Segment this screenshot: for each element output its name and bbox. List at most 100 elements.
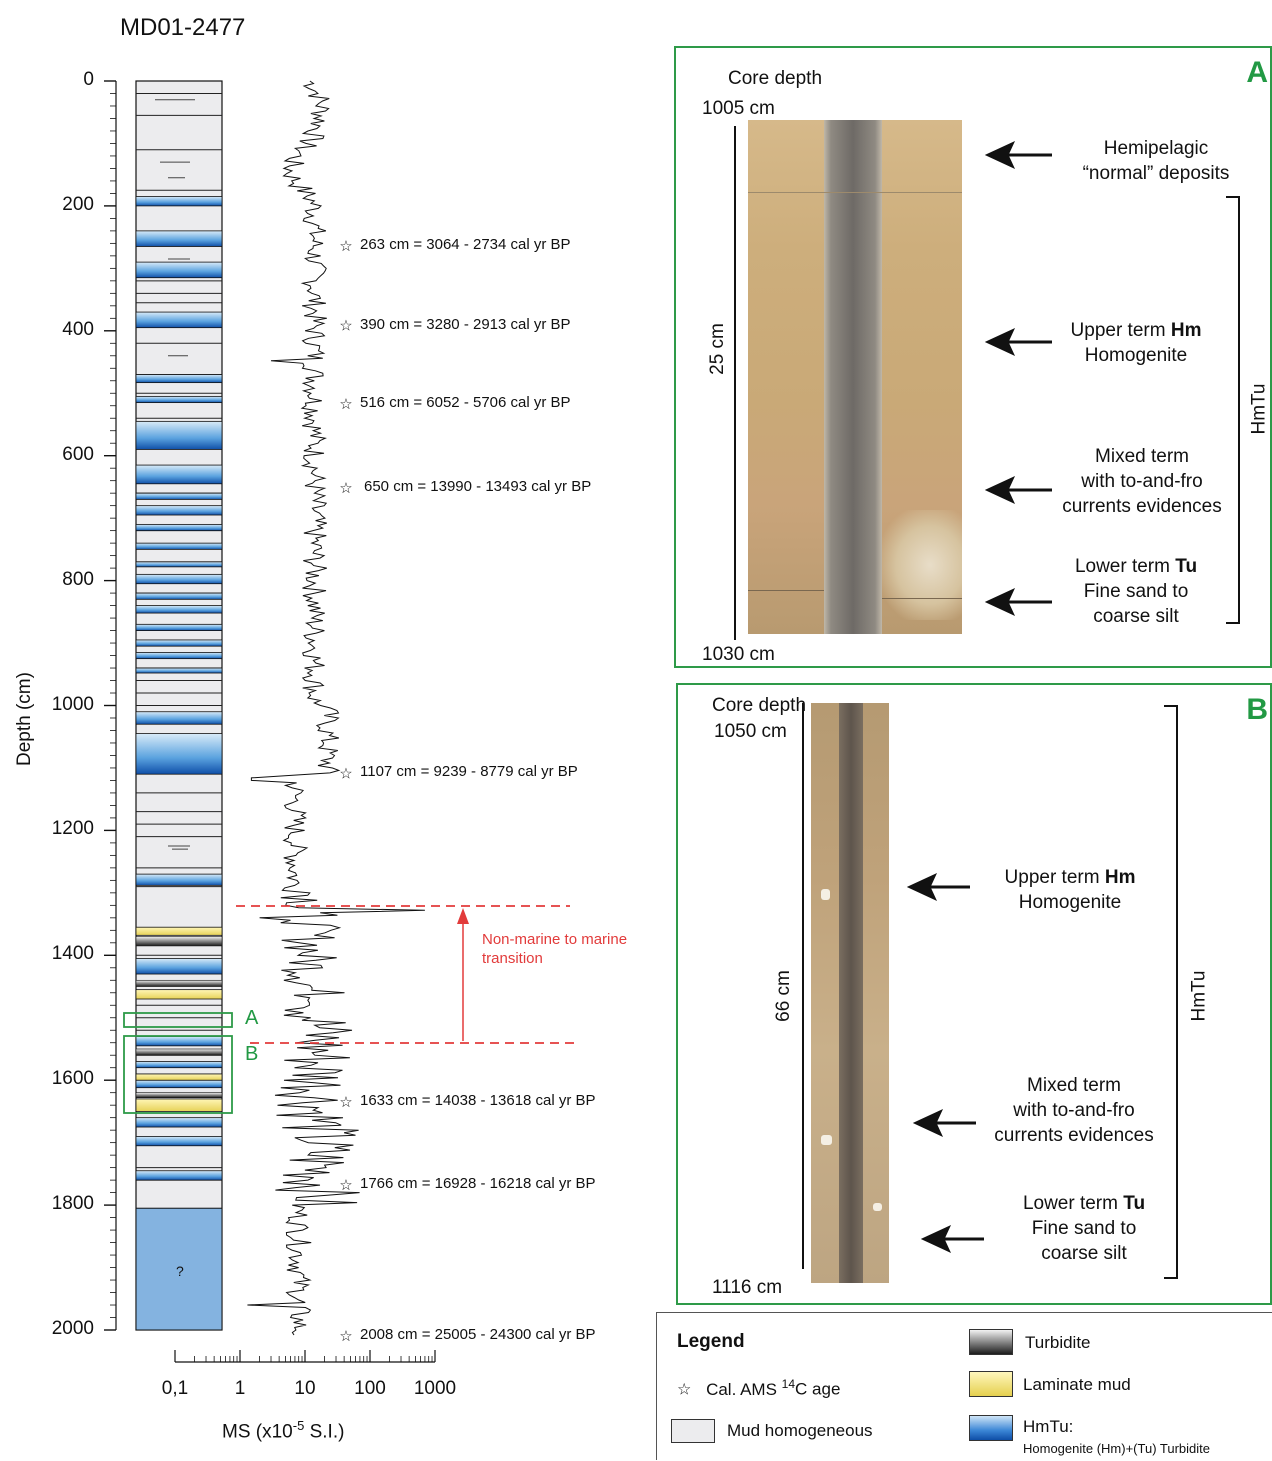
hmtu-bed	[135, 261, 223, 279]
hmtu-bed	[135, 1136, 223, 1147]
ms-tick-label: 100	[354, 1378, 386, 1399]
hmtu-bed	[135, 542, 223, 550]
panel-a-upper-term: Upper term Hm Homogenite	[1036, 318, 1236, 368]
core-title: MD01-2477	[120, 14, 246, 41]
legend: Legend ☆ Cal. AMS 14C age Mud homogeneou…	[656, 1312, 1272, 1460]
arrow-icon	[912, 1108, 944, 1138]
hmtu-bed	[135, 311, 223, 329]
depth-tick-label: 1600	[51, 1068, 94, 1090]
box-b-label: B	[245, 1043, 259, 1065]
age-label: 263 cm = 3064 - 2734 cal yr BP	[360, 236, 571, 254]
panel-a: A Core depth 1005 cm 1030 cm 25 cm Hemip…	[674, 46, 1272, 668]
panel-b-lower-term: Lower term Tu Fine sand to coarse silt	[984, 1191, 1184, 1266]
depth-tick-label: 600	[62, 443, 94, 465]
mixed-line3: currents evidences	[994, 1125, 1154, 1146]
laminate-bed	[135, 989, 223, 1000]
panel-a-side-label: HmTu	[1248, 383, 1270, 435]
hmtu-bed	[135, 420, 223, 450]
hmtu-bed	[135, 1170, 223, 1181]
hmtu-bed	[135, 573, 223, 585]
legend-mud-swatch	[671, 1419, 715, 1443]
star-icon: ☆	[339, 480, 352, 497]
depth-tick-label: 1000	[51, 693, 94, 715]
depth-tick-label: 2000	[51, 1318, 94, 1339]
hmtu-bed	[135, 1079, 223, 1089]
hmtu-bed	[135, 1036, 223, 1047]
upper-line1: Upper term Hm	[1004, 867, 1136, 888]
panel-b-top-depth: 1050 cm	[714, 721, 787, 742]
lower-line2: Fine sand to	[1031, 1218, 1137, 1239]
age-label: 2008 cm = 25005 - 24300 cal yr BP	[360, 1325, 596, 1343]
box-a-marker	[123, 1012, 233, 1028]
panel-b-arrows	[906, 872, 984, 1254]
panel-a-bracket	[1226, 196, 1240, 624]
panel-a-hemipelagic: Hemipelagic “normal” deposits	[1056, 136, 1256, 186]
depth-tick-label: 0	[83, 69, 94, 90]
depth-tick-label: 1400	[51, 943, 94, 965]
arrow-icon	[984, 587, 1016, 617]
ms-tick-label: 0,1	[161, 1378, 189, 1399]
hmtu-bed	[135, 711, 223, 725]
panel-a-lower-term: Lower term Tu Fine sand to coarse silt	[1036, 554, 1236, 629]
hmtu-bed	[135, 667, 223, 674]
legend-title: Legend	[677, 1331, 745, 1352]
panel-a-top-depth: 1005 cm	[702, 98, 775, 119]
star-icon: ☆	[339, 1177, 352, 1194]
panel-b-letter: B	[1246, 693, 1268, 726]
arrow-icon	[984, 475, 1016, 505]
hmtu-bed	[135, 374, 223, 384]
panel-a-core-depth: Core depth	[728, 68, 823, 89]
arrow-icon	[920, 1224, 952, 1254]
turbidite-bed	[135, 936, 223, 947]
lower-line1: Lower term Tu	[1074, 556, 1198, 577]
ms-trace	[247, 80, 425, 1336]
ms-curve	[247, 80, 425, 1336]
transition-lines	[236, 905, 578, 1044]
arrow-icon	[984, 140, 1016, 170]
column-unknown-mark: ?	[176, 1263, 184, 1279]
panel-b-upper-term: Upper term Hm Homogenite	[970, 865, 1170, 915]
legend-hmtu: HmTu:	[1023, 1417, 1074, 1436]
hmtu-bed	[135, 873, 223, 886]
age-label: 650 cm = 13990 - 13493 cal yr BP	[364, 477, 592, 495]
star-icon: ☆	[339, 1328, 352, 1345]
star-icon: ☆	[339, 1094, 352, 1111]
hemi-line1: Hemipelagic	[1103, 138, 1209, 159]
panel-b-core-depth: Core depth	[712, 695, 807, 716]
star-icon: ☆	[339, 318, 352, 335]
age-label: 516 cm = 6052 - 5706 cal yr BP	[360, 394, 571, 412]
hmtu-bed	[135, 652, 223, 660]
mixed-line3: currents evidences	[1062, 496, 1222, 517]
hmtu-bed	[135, 958, 223, 975]
ms-tick-label: 1000	[413, 1378, 457, 1399]
hemi-line2: “normal” deposits	[1082, 163, 1230, 184]
legend-mud: Mud homogeneous	[727, 1421, 873, 1440]
star-icon: ☆	[339, 396, 352, 413]
panel-a-bottom-depth: 1030 cm	[702, 644, 775, 665]
turbidite-bed	[135, 979, 223, 987]
legend-hmtu-swatch	[969, 1415, 1013, 1441]
age-label: 1633 cm = 14038 - 13618 cal yr BP	[360, 1091, 596, 1109]
age-stars: ☆ ☆ ☆ ☆ ☆ ☆ ☆ ☆	[339, 238, 352, 1345]
depth-axis	[104, 80, 117, 1331]
hmtu-bed	[135, 1117, 223, 1128]
hmtu-bed	[135, 395, 223, 404]
mixed-line2: with to-and-fro	[1081, 471, 1203, 492]
hmtu-bed	[135, 561, 223, 568]
hmtu-bed	[135, 623, 223, 631]
hmtu-bed	[135, 523, 223, 532]
age-label: 390 cm = 3280 - 2913 cal yr BP	[360, 315, 571, 333]
hmtu-bed	[135, 492, 223, 500]
depth-tick-label: 200	[62, 193, 94, 215]
bottom-unknown-block	[135, 1207, 223, 1331]
laminate-bed	[135, 926, 223, 936]
transition-note: Non-marine to marine transition	[482, 930, 627, 968]
mixed-line2: with to-and-fro	[1013, 1100, 1135, 1121]
ms-label-end: S.I.)	[304, 1421, 345, 1443]
panel-b-side-label: HmTu	[1188, 970, 1210, 1022]
hmtu-bed	[135, 464, 223, 485]
hmtu-bed	[135, 605, 223, 614]
arrow-icon	[984, 327, 1016, 357]
depth-tick-label: 1800	[51, 1193, 94, 1215]
hmtu-bed	[135, 230, 223, 247]
